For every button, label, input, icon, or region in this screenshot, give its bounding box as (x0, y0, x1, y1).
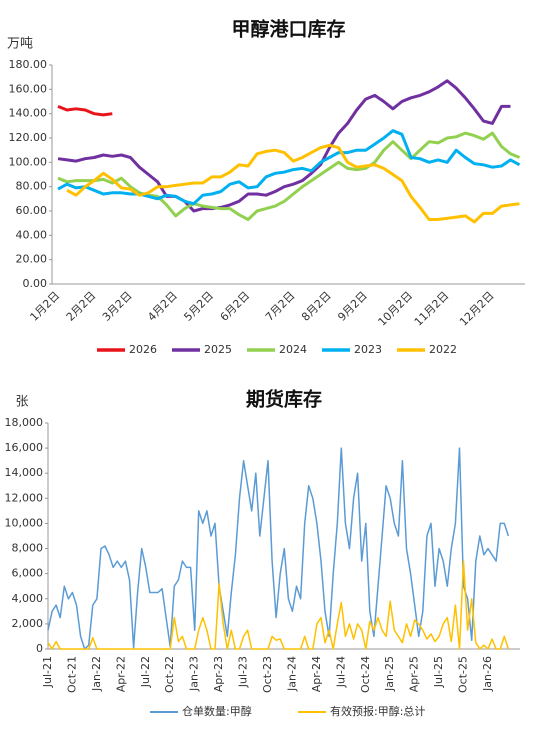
y-tick-label: 80.00 (16, 180, 48, 193)
y-tick-label: 120.00 (9, 131, 48, 144)
series-line (47, 560, 510, 650)
x-tick-label: Oct-21 (65, 656, 78, 693)
series-line (57, 105, 113, 117)
legend-label: 有效预报:甲醇:总计 (330, 704, 425, 718)
y-tick-label: 8,000 (12, 542, 44, 555)
x-tick-label: 10月2日 (376, 289, 416, 329)
x-tick-label: Apr-23 (212, 656, 225, 692)
x-tick-label: 7月2日 (263, 289, 298, 324)
x-tick-label: Jul-23 (237, 656, 250, 688)
x-tick-label: Apr-25 (408, 656, 421, 692)
y-tick-label: 180.00 (9, 58, 48, 71)
y-tick-label: 0 (36, 642, 43, 655)
chart-title: 期货库存 (246, 388, 322, 411)
x-tick-label: Jul-22 (139, 656, 152, 688)
chart-title: 甲醇港口库存 (231, 18, 345, 41)
y-tick-label: 12,000 (5, 491, 44, 504)
legend-label: 2025 (204, 343, 232, 356)
x-tick-label: Oct-23 (261, 656, 274, 693)
x-tick-label: 2月2日 (64, 289, 99, 324)
x-tick-label: Jul-24 (334, 656, 347, 688)
x-tick-label: Apr-24 (310, 656, 323, 692)
x-tick-label: Oct-24 (359, 656, 372, 693)
y-tick-label: 0.00 (23, 277, 48, 290)
y-tick-label: 160.00 (9, 82, 48, 95)
y-tick-label: 6,000 (12, 567, 44, 580)
x-tick-label: 12月2日 (457, 289, 497, 329)
y-tick-label: 4,000 (12, 592, 44, 605)
x-tick-label: 3月2日 (100, 289, 135, 324)
x-tick-label: Jul-25 (432, 656, 445, 688)
x-tick-label: Jan-25 (383, 656, 396, 692)
x-tick-label: 4月2日 (145, 289, 180, 324)
series-line (57, 131, 521, 221)
x-tick-label: Jan-23 (188, 656, 201, 692)
x-tick-label: Apr-22 (114, 656, 127, 692)
x-tick-label: Jan-26 (481, 656, 494, 692)
y-tick-label: 60.00 (16, 204, 48, 217)
x-tick-label: Jul-21 (41, 656, 54, 688)
y-tick-label: 10,000 (5, 516, 44, 529)
x-tick-label: 1月2日 (28, 289, 63, 324)
legend-label: 2022 (429, 343, 457, 356)
legend-label: 2024 (279, 343, 307, 356)
series-line (66, 143, 520, 224)
x-tick-label: 5月2日 (181, 289, 216, 324)
y-tick-label: 40.00 (16, 228, 48, 241)
x-tick-label: 6月2日 (218, 289, 253, 324)
y-tick-label: 20.00 (16, 253, 48, 266)
y-axis-label: 张 (15, 395, 28, 410)
series-line (57, 79, 511, 213)
x-tick-label: Jan-24 (285, 656, 298, 692)
y-tick-label: 100.00 (9, 155, 48, 168)
y-axis-label: 万吨 (7, 37, 33, 52)
legend-label: 2023 (354, 343, 382, 356)
x-tick-label: Oct-25 (457, 656, 470, 693)
x-tick-label: 11月2日 (412, 289, 452, 329)
legend-label: 仓单数量:甲醇 (182, 704, 252, 718)
y-tick-label: 140.00 (9, 107, 48, 120)
x-tick-label: Jan-22 (90, 656, 103, 692)
series-line (47, 447, 510, 650)
legend-label: 2026 (129, 343, 157, 356)
x-tick-label: 8月2日 (299, 289, 334, 324)
y-tick-label: 2,000 (12, 617, 44, 630)
y-tick-label: 18,000 (5, 416, 44, 429)
x-tick-label: 9月2日 (335, 289, 370, 324)
y-tick-label: 14,000 (5, 466, 44, 479)
series-line (57, 129, 521, 206)
y-tick-label: 16,000 (5, 441, 44, 454)
x-tick-label: Oct-22 (163, 656, 176, 693)
